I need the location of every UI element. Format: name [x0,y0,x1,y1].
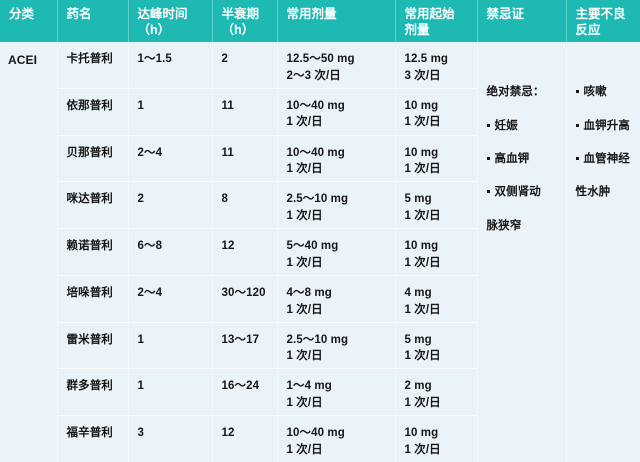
cell-starting-dose: 10 mg 1 次/日 [395,87,478,136]
cell-drug-name: 贝那普利 [57,134,129,182]
cell-peak-time: 2～4 [128,134,213,182]
table-row: 依那普利 1 11 10～40 mg 1 次/日 10 mg 1 次/日 [0,87,640,136]
column-header-starting-dose: 常用起始 剂量 [395,0,478,42]
adverse-reaction-item: 血钾升高 [575,118,640,135]
contraindications-title: 绝对禁忌： [486,86,545,99]
cell-half-life: 11 [212,134,278,182]
adverse-reaction-item: 咳嗽 [575,84,640,101]
cell-usual-dose: 5～40 mg 1 次/日 [277,228,396,276]
cell-half-life: 13～17 [212,321,278,369]
table-body: ACEI 卡托普利 1～1.5 2 12.5～50 mg 2～3 次/日 12.… [0,42,640,462]
cell-peak-time: 1 [128,87,213,136]
cell-usual-dose: 4～8 mg 1 次/日 [277,274,396,323]
contraindications-list: 绝对禁忌： 妊娠 高血钾 双侧肾动 脉狭窄 [486,68,566,251]
cell-starting-dose: 4 mg 1 次/日 [395,274,478,323]
cell-peak-time: 2～4 [128,274,213,323]
cell-half-life: 8 [212,181,278,229]
cell-drug-name: 卡托普利 [57,42,129,89]
cell-half-life: 16～24 [212,368,278,416]
cell-adverse-reactions: 咳嗽 血钾升高 血管神经 性水肿 [566,42,640,462]
header-row: 分类 药名 达峰时间 （h） 半衰期 （h） 常用剂量 常用起始 剂量 禁忌证 … [0,0,640,42]
adverse-reactions-list: 咳嗽 血钾升高 血管神经 性水肿 [575,68,640,218]
table-row: 培哚普利 2～4 30～120 4～8 mg 1 次/日 4 mg 1 次/日 [0,274,640,323]
table-row: 贝那普利 2～4 11 10～40 mg 1 次/日 10 mg 1 次/日 [0,134,640,182]
cell-half-life: 2 [212,42,278,89]
cell-drug-name: 咪达普利 [57,181,129,229]
cell-usual-dose: 10～40 mg 1 次/日 [277,87,396,136]
cell-drug-name: 赖诺普利 [57,228,129,276]
cell-half-life: 12 [212,415,278,462]
adverse-reaction-item-continuation: 性水肿 [575,186,611,199]
cell-usual-dose: 1～4 mg 1 次/日 [277,368,396,416]
column-header-category: 分类 [0,0,58,42]
column-header-half-life: 半衰期 （h） [212,0,278,42]
cell-peak-time: 3 [128,415,213,462]
column-header-peak-time: 达峰时间 （h） [128,0,213,42]
adverse-reaction-item: 血管神经 [575,151,640,168]
cell-usual-dose: 10～40 mg 1 次/日 [277,415,396,462]
contraindication-item: 高血钾 [486,151,566,168]
cell-starting-dose: 5 mg 1 次/日 [395,181,478,229]
cell-usual-dose: 2.5～10 mg 1 次/日 [277,181,396,229]
cell-starting-dose: 10 mg 1 次/日 [395,134,478,182]
cell-starting-dose: 12.5 mg 3 次/日 [395,42,478,89]
contraindication-item: 妊娠 [486,118,566,135]
cell-usual-dose: 10～40 mg 1 次/日 [277,134,396,182]
cell-starting-dose: 10 mg 1 次/日 [395,228,478,276]
table-row: 赖诺普利 6～8 12 5～40 mg 1 次/日 10 mg 1 次/日 [0,228,640,276]
column-header-adverse-reactions: 主要不良 反应 [566,0,640,42]
table-row: 福辛普利 3 12 10～40 mg 1 次/日 10 mg 1 次/日 [0,415,640,462]
column-header-drug-name: 药名 [57,0,129,42]
cell-half-life: 30～120 [212,274,278,323]
cell-usual-dose: 12.5～50 mg 2～3 次/日 [277,42,396,89]
cell-starting-dose: 10 mg 1 次/日 [395,415,478,462]
column-header-usual-dose: 常用剂量 [277,0,396,42]
cell-half-life: 12 [212,228,278,276]
cell-contraindications: 绝对禁忌： 妊娠 高血钾 双侧肾动 脉狭窄 [477,42,567,462]
cell-peak-time: 2 [128,181,213,229]
cell-drug-name: 雷米普利 [57,321,129,369]
cell-drug-name: 群多普利 [57,368,129,416]
column-header-contraindications: 禁忌证 [477,0,567,42]
cell-peak-time: 1～1.5 [128,42,213,89]
cell-starting-dose: 2 mg 1 次/日 [395,368,478,416]
cell-drug-name: 依那普利 [57,87,129,136]
table-header: 分类 药名 达峰时间 （h） 半衰期 （h） 常用剂量 常用起始 剂量 禁忌证 … [0,0,640,42]
cell-category-acei: ACEI [0,42,58,462]
cell-peak-time: 1 [128,321,213,369]
cell-peak-time: 6～8 [128,228,213,276]
cell-peak-time: 1 [128,368,213,416]
table-row: 雷米普利 1 13～17 2.5～10 mg 1 次/日 5 mg 1 次/日 [0,321,640,369]
cell-starting-dose: 5 mg 1 次/日 [395,321,478,369]
table-row: ACEI 卡托普利 1～1.5 2 12.5～50 mg 2～3 次/日 12.… [0,42,640,462]
cell-half-life: 11 [212,87,278,136]
cell-drug-name: 培哚普利 [57,274,129,323]
table-row: 咪达普利 2 8 2.5～10 mg 1 次/日 5 mg 1 次/日 [0,181,640,229]
contraindication-item-continuation: 脉狭窄 [486,219,522,232]
contraindication-item: 双侧肾动 [486,184,566,201]
table-row: 群多普利 1 16～24 1～4 mg 1 次/日 2 mg 1 次/日 [0,368,640,416]
cell-usual-dose: 2.5～10 mg 1 次/日 [277,321,396,369]
cell-drug-name: 福辛普利 [57,415,129,462]
